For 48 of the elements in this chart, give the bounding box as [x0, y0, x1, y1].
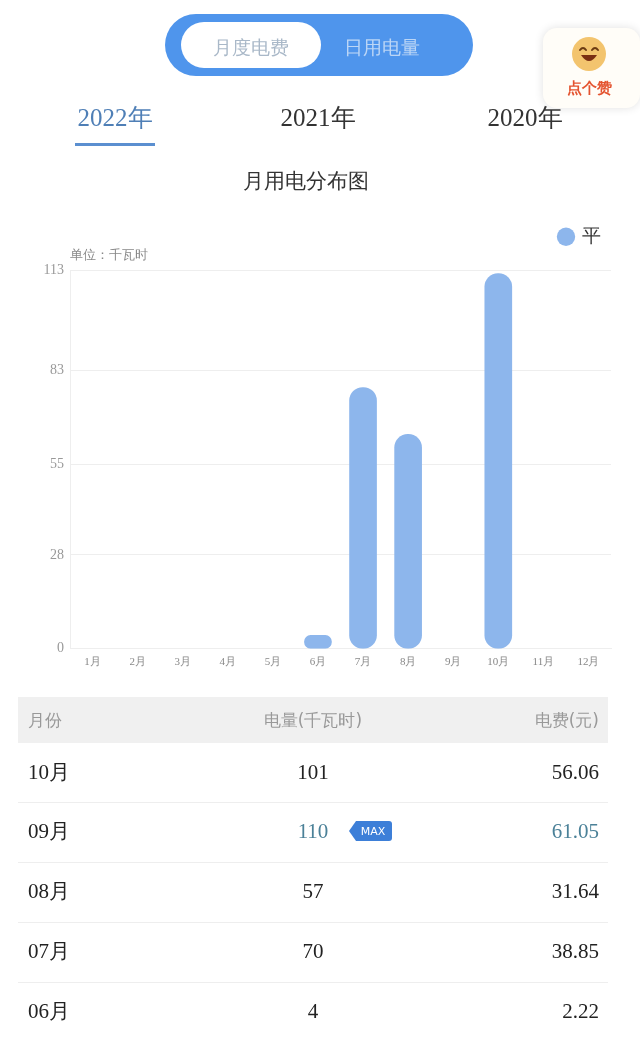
- text: 06月: [28, 999, 70, 1024]
- text: 110: [297, 819, 329, 844]
- text: 月度电费: [213, 35, 289, 58]
- text: 56.06: [551, 760, 599, 785]
- text: 日用电量: [344, 35, 420, 58]
- text: 2020年: [487, 104, 563, 132]
- text: 10月: [28, 760, 70, 785]
- text: 点个赞: [566, 78, 612, 97]
- text: 09月: [28, 819, 70, 844]
- bar: [394, 434, 422, 649]
- text: 57: [302, 879, 324, 904]
- bar: [349, 387, 377, 649]
- text: 2021年: [280, 104, 356, 132]
- x-tick-label: 12月: [577, 655, 600, 668]
- x-tick-label: 1月: [84, 655, 101, 668]
- x-tick-label: 4月: [219, 655, 237, 668]
- y-tick-label: 113: [43, 261, 64, 277]
- y-tick-label: 0: [57, 640, 64, 656]
- text: 31.64: [551, 879, 599, 904]
- x-tick-label: 5月: [264, 655, 282, 668]
- text: 2.22: [562, 999, 599, 1024]
- x-tick-label: 2月: [129, 655, 146, 668]
- chart-title: 月用电分布图: [242, 169, 369, 194]
- text: 电费(元): [534, 709, 599, 730]
- y-tick-label: 83: [50, 362, 64, 378]
- x-tick-label: 8月: [399, 655, 417, 668]
- text: 61.05: [551, 819, 599, 844]
- text: 电量(千瓦时): [263, 709, 363, 730]
- bar: [484, 273, 513, 649]
- legend-label: 平: [582, 223, 601, 246]
- text: 101: [297, 760, 329, 785]
- text: 07月: [28, 939, 70, 964]
- text: 38.85: [551, 939, 599, 964]
- x-tick-label: 6月: [309, 655, 327, 668]
- y-tick-label: 28: [50, 546, 64, 562]
- x-tick-label: 10月: [487, 655, 510, 668]
- x-tick-label: 7月: [354, 655, 372, 668]
- text: 2022年: [77, 104, 153, 132]
- tag-badge: MAX: [349, 821, 392, 841]
- x-tick-label: 11月: [532, 655, 555, 668]
- x-tick-label: 3月: [174, 655, 191, 668]
- text: 月份: [28, 709, 62, 730]
- text: 4: [307, 999, 319, 1024]
- text: 70: [302, 939, 324, 964]
- x-tick-label: 9月: [444, 655, 462, 668]
- text: 08月: [28, 879, 70, 904]
- y-axis-title: 单位：千瓦时: [70, 246, 148, 262]
- y-tick-label: 55: [50, 456, 64, 472]
